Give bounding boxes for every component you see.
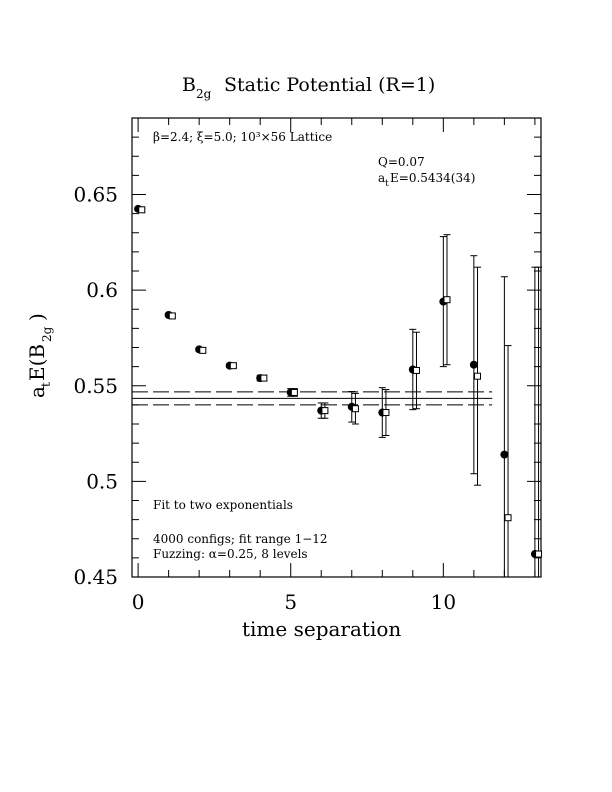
y-tick-label: 0.55 — [73, 374, 118, 398]
data-point-square — [351, 405, 359, 413]
x-tick-label: 10 — [431, 590, 456, 614]
q-annotation: Q=0.07 — [378, 155, 425, 169]
x-tick-label: 5 — [284, 590, 297, 614]
energy-annotation-a: a — [378, 171, 385, 185]
y-tick-label: 0.45 — [73, 565, 118, 589]
data-points — [134, 204, 543, 577]
y-tick-label: 0.5 — [86, 469, 118, 493]
data-point-square — [260, 374, 268, 382]
data-point-circle — [500, 450, 509, 459]
y-label-sub: 2g — [40, 326, 54, 342]
x-axis-label: time separation — [242, 617, 401, 641]
configs-annotation: 4000 configs; fit range 1−12 — [153, 532, 328, 546]
y-label-mid: E(B — [25, 344, 49, 381]
y-tick-label: 0.65 — [73, 183, 118, 207]
y-axis-label: a t E(B 2g ) — [25, 313, 54, 398]
data-point-square — [229, 362, 237, 370]
data-point-square — [504, 514, 512, 522]
y-tick-label: 0.6 — [86, 278, 118, 302]
y-label-a: a — [25, 386, 49, 398]
data-point-square — [535, 550, 543, 558]
x-tick-label: 0 — [132, 590, 145, 614]
fit-annotation: Fit to two exponentials — [153, 498, 293, 512]
axis-tick-labels: 0 5 10 0.45 0.5 0.55 0.6 0.65 — [73, 183, 456, 615]
data-point-square — [321, 407, 329, 415]
energy-annotation-rest: E=0.5434(34) — [390, 171, 475, 185]
lattice-annotation: β=2.4; ξ=5.0; 10³×56 Lattice — [153, 130, 332, 144]
data-point-square — [138, 206, 146, 214]
chart-title-rest: Static Potential (R=1) — [224, 74, 435, 96]
data-point-square — [474, 372, 482, 380]
data-point-circle — [469, 360, 478, 369]
data-point-square — [382, 409, 390, 417]
data-point-square — [443, 296, 451, 304]
y-label-end: ) — [25, 313, 49, 321]
energy-annotation-t: t — [385, 179, 389, 189]
fuzzing-annotation: Fuzzing: α=0.25, 8 levels — [153, 547, 308, 561]
data-point-square — [199, 346, 207, 354]
chart-title: B — [182, 74, 196, 96]
fit-band — [132, 391, 493, 406]
data-point-square — [412, 366, 420, 374]
data-point-square — [168, 312, 176, 320]
y-label-t: t — [39, 382, 53, 387]
chart-title-subscript: 2g — [196, 87, 212, 101]
data-point-square — [290, 388, 298, 396]
